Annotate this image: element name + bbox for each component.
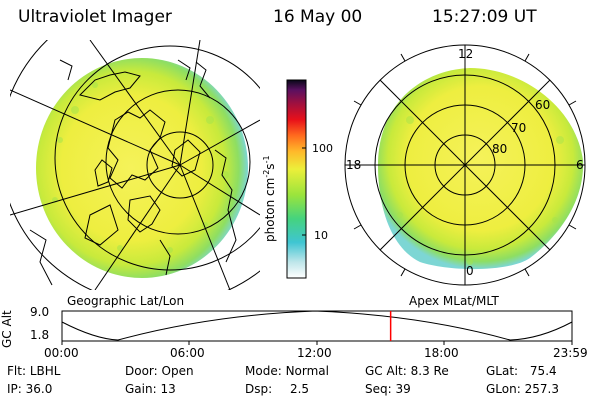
mlat-label-80: 80 [492,142,508,156]
timeline-tick-0600: 06:00 [170,346,205,360]
altitude-curve [61,310,573,341]
mlat-label-60: 60 [535,98,551,112]
colorbar [286,79,307,279]
timeline-ylabel: GC Alt [0,310,14,348]
mode-info: Mode: Normal [245,364,329,378]
dsp-info: Dsp: 2.5 [245,382,310,396]
geo-panel-label: Geographic Lat/Lon [67,294,185,308]
geo-emission-disk [36,58,248,278]
geo-lat-circles [10,40,260,290]
mlt-label-12: 12 [458,47,474,61]
geographic-image [10,40,260,290]
door-info: Door: Open [125,364,194,378]
timeline-tick-2359: 23:59 [553,346,588,360]
timeline-tick-1800: 18:00 [424,346,459,360]
timeline-ymax: 9.0 [30,305,50,319]
coastlines [29,59,237,286]
glat-info: GLat: 75.4 [486,364,557,378]
date-label: 16 May 00 [273,7,363,27]
timeline-frame [61,310,573,342]
app-title: Ultraviolet Imager [18,7,172,27]
geo-meridians [10,40,260,290]
mag-grid [344,44,586,286]
seq-info: Seq: 39 [365,382,411,396]
gcalt-info: GC Alt: 8.3 Re [365,364,449,378]
mlt-label-0: 0 [466,264,474,278]
timeline-tick-1200: 12:00 [297,346,332,360]
ip-info: IP: 36.0 [7,382,53,396]
mag-emission-oval [378,68,584,270]
timeline-ymin: 1.8 [30,328,50,342]
time-label: 15:27:09 UT [432,7,537,27]
mlat-label-70: 70 [511,121,527,135]
colorbar-unit-label: photon cm-2s-1 [262,155,277,242]
flt-info: Flt: LBHL [7,364,61,378]
mlt-label-6: 6 [576,158,584,172]
glon-info: GLon: 257.3 [486,382,559,396]
mlt-label-18: 18 [346,158,362,172]
colorbar-tick-label-10: 10 [314,229,328,242]
mag-panel-label: Apex MLat/MLT [409,294,499,308]
timeline-ticks [61,341,573,345]
magnetic-image [378,68,584,270]
timeline-tick-0000: 00:00 [44,346,79,360]
gain-info: Gain: 13 [125,382,176,396]
colorbar-tick-label-100: 100 [312,142,333,155]
